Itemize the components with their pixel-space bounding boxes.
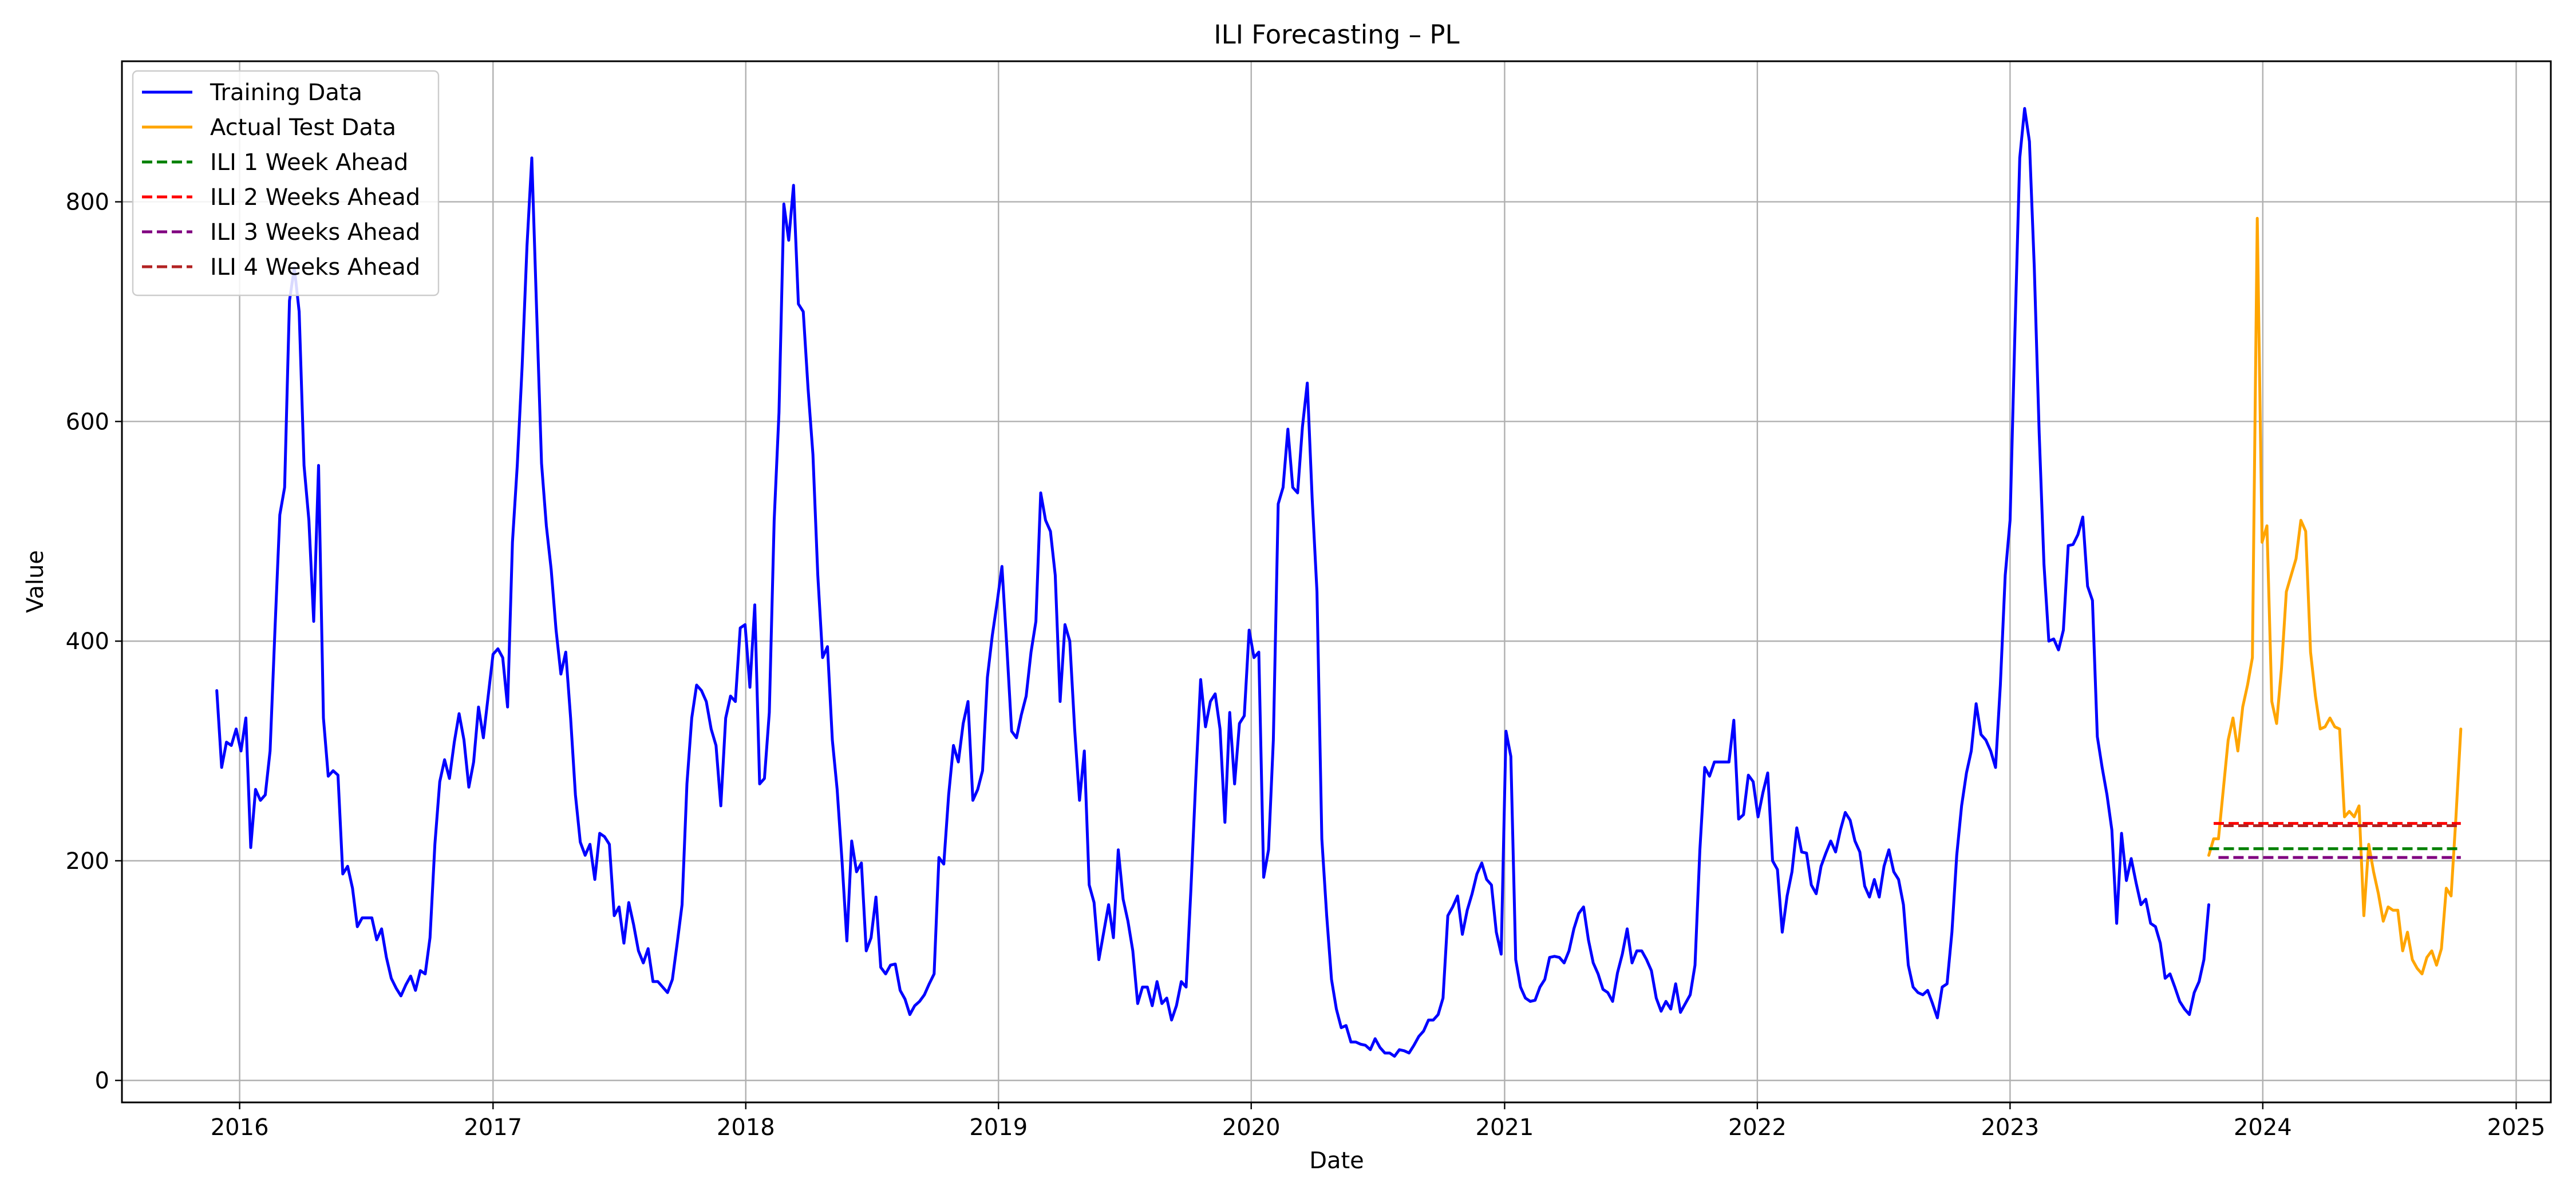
x-tick-label: 2023 <box>1981 1114 2039 1141</box>
x-axis: 2016 2017 2018 2019 2020 2021 2022 2023 2024 2025 <box>211 1102 2546 1141</box>
x-axis-label: Date <box>1309 1148 1364 1174</box>
legend-label-ili-1-week-ahead: ILI 1 Week Ahead <box>210 149 408 176</box>
chart-title: ILI Forecasting – PL <box>1214 19 1459 50</box>
legend-label-training-data: Training Data <box>210 80 362 106</box>
y-axis-label: Value <box>22 550 49 613</box>
y-tick-label: 200 <box>66 848 109 875</box>
legend-label-actual-test-data: Actual Test Data <box>210 114 396 141</box>
series-line-actual-test-data <box>2207 216 2463 975</box>
plot-frame <box>121 60 2552 1104</box>
x-tick-label: 2021 <box>1476 1114 1534 1141</box>
x-tick-label: 2019 <box>969 1114 1028 1141</box>
y-tick-label: 800 <box>66 189 109 216</box>
x-tick-label: 2016 <box>211 1114 269 1141</box>
x-tick-label: 2022 <box>1728 1114 1787 1141</box>
y-tick-label: 400 <box>66 628 109 655</box>
plot-area <box>215 107 2463 1058</box>
legend-label-ili-3-weeks-ahead: ILI 3 Weeks Ahead <box>210 219 420 246</box>
series-line-training-data <box>215 107 2210 1058</box>
y-tick-label: 600 <box>66 409 109 435</box>
grid-lines <box>122 61 2551 1102</box>
x-tick-label: 2020 <box>1222 1114 1281 1141</box>
x-tick-label: 2018 <box>717 1114 775 1141</box>
y-tick-label: 0 <box>95 1068 109 1094</box>
legend-label-ili-4-weeks-ahead: ILI 4 Weeks Ahead <box>210 254 420 280</box>
legend: Training Data Actual Test Data ILI 1 Week … <box>132 70 440 296</box>
x-tick-label: 2025 <box>2487 1114 2546 1141</box>
x-tick-label: 2017 <box>464 1114 522 1141</box>
legend-box <box>132 70 440 296</box>
y-axis: 0 200 400 600 800 <box>66 189 122 1094</box>
x-tick-label: 2024 <box>2234 1114 2292 1141</box>
legend-label-ili-2-weeks-ahead: ILI 2 Weeks Ahead <box>210 184 420 211</box>
